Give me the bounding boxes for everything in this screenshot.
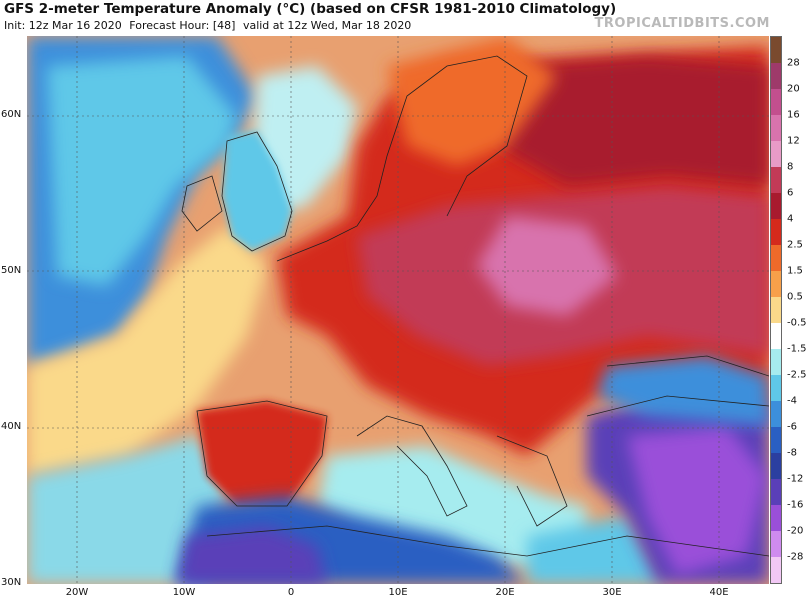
lat-label-60n: 60N xyxy=(1,109,22,120)
scandinavia-warm xyxy=(387,36,557,166)
color-swatch xyxy=(771,531,781,557)
lon-label-20e: 20E xyxy=(495,587,515,598)
color-swatch xyxy=(771,557,781,583)
color-scale-label: -20 xyxy=(787,525,804,537)
color-swatch xyxy=(771,89,781,115)
lon-label-30e: 30E xyxy=(602,587,622,598)
color-swatch xyxy=(771,297,781,323)
color-swatch xyxy=(771,271,781,297)
color-scale-label: -28 xyxy=(787,551,804,563)
turkey-strong-cold xyxy=(627,426,767,576)
color-scale-label: -16 xyxy=(787,499,804,511)
forecast-hour: Forecast Hour: [48] xyxy=(129,19,236,32)
lat-label-40n: 40N xyxy=(1,421,22,432)
color-swatch xyxy=(771,349,781,375)
color-scale-label: 0.5 xyxy=(787,291,803,303)
color-swatch xyxy=(771,193,781,219)
lon-label-10e: 10E xyxy=(388,587,408,598)
color-scale-label: 6 xyxy=(787,187,794,199)
color-swatch xyxy=(771,401,781,427)
color-scale-label: 16 xyxy=(787,109,800,121)
color-swatch xyxy=(771,219,781,245)
lon-label-20w: 20W xyxy=(65,587,89,598)
graticule xyxy=(27,36,769,584)
color-swatch xyxy=(771,375,781,401)
color-scale-label: -8 xyxy=(787,447,797,459)
color-swatch xyxy=(771,167,781,193)
color-swatch xyxy=(771,453,781,479)
color-scale-label: -2.5 xyxy=(787,369,807,381)
poland-hotspot xyxy=(477,216,617,316)
lat-label-50n: 50N xyxy=(1,265,22,276)
color-swatch xyxy=(771,505,781,531)
color-swatch xyxy=(771,141,781,167)
egypt-cool xyxy=(527,516,667,584)
africa-strong-cold xyxy=(177,526,327,584)
color-scale-label: 20 xyxy=(787,83,800,95)
color-scale-label: 28 xyxy=(787,57,800,69)
color-scale-label: 8 xyxy=(787,161,794,173)
lon-label-40e: 40E xyxy=(709,587,729,598)
atlantic-cool-anomaly xyxy=(47,56,237,286)
black-sea-cool xyxy=(597,356,769,426)
color-swatch xyxy=(771,427,781,453)
lon-label-10w: 10W xyxy=(172,587,196,598)
valid-time: valid at 12z Wed, Mar 18 2020 xyxy=(242,19,412,32)
forecast-info: Init: 12z Mar 16 2020 Forecast Hour: [48… xyxy=(4,19,415,32)
color-scale-label: -6 xyxy=(787,421,797,433)
atlantic-near-normal xyxy=(27,226,267,476)
russia-warm-anomaly xyxy=(497,56,769,186)
coastlines xyxy=(181,55,769,557)
map-canvas xyxy=(27,36,769,584)
color-swatch xyxy=(771,37,781,63)
color-scale-label: 1.5 xyxy=(787,265,803,277)
map-title: GFS 2-meter Temperature Anomaly (°C) (ba… xyxy=(4,1,617,17)
iberia-warm-anomaly xyxy=(197,401,327,506)
britain-cool-anomaly xyxy=(222,131,292,251)
color-swatch xyxy=(771,323,781,349)
color-swatch xyxy=(771,115,781,141)
color-scale-label: 2.5 xyxy=(787,239,803,251)
init-time: Init: 12z Mar 16 2020 xyxy=(4,19,122,32)
color-scale-bar xyxy=(770,36,782,584)
anomaly-map xyxy=(27,36,769,584)
color-scale-label: -4 xyxy=(787,395,797,407)
color-swatch xyxy=(771,245,781,271)
color-scale-label: -1.5 xyxy=(787,343,807,355)
color-swatch xyxy=(771,63,781,89)
color-swatch xyxy=(771,479,781,505)
site-watermark: TROPICALTIDBITS.COM xyxy=(594,16,770,31)
color-scale-label: -0.5 xyxy=(787,317,807,329)
color-scale-label: 12 xyxy=(787,135,800,147)
color-scale-label: 4 xyxy=(787,213,794,225)
color-scale-label: -12 xyxy=(787,473,804,485)
lat-label-30n: 30N xyxy=(1,577,22,588)
lon-label-0: 0 xyxy=(287,587,295,598)
